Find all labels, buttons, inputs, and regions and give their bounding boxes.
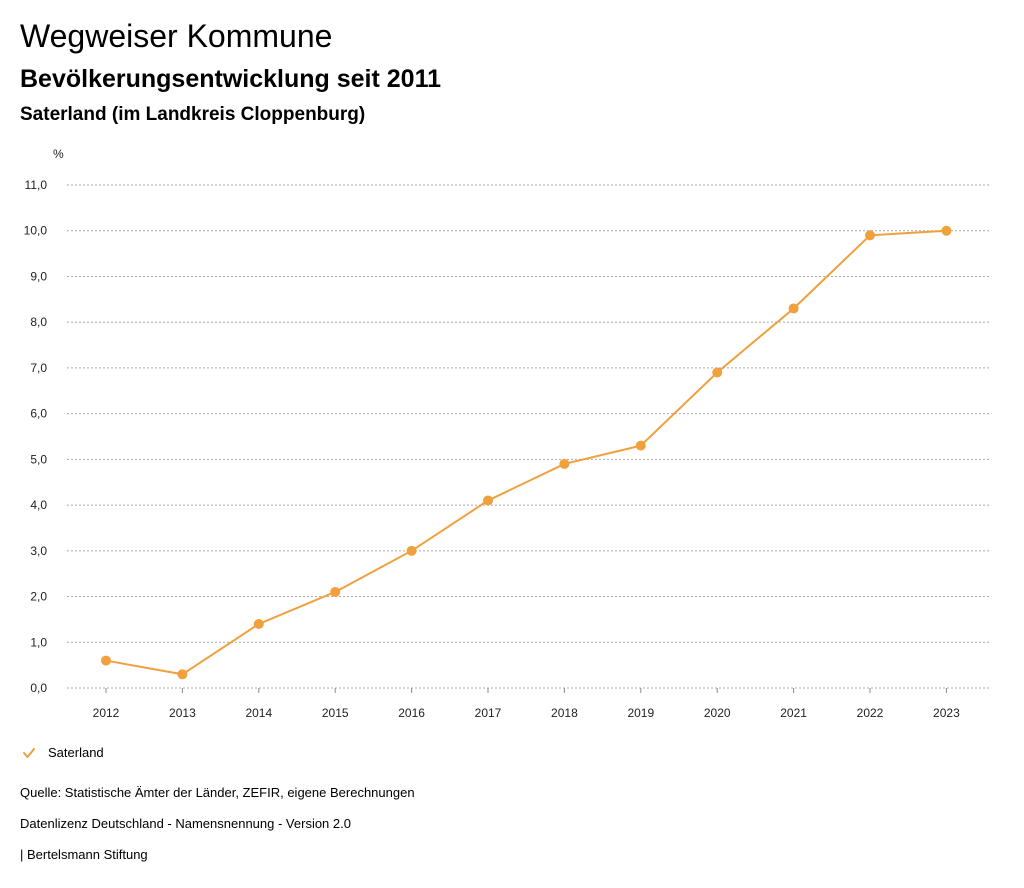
y-axis-ticks: 0,0 1,0 2,0 3,0 4,0 5,0 6,0 7,0 8,0 9,0 10,0 11,0 xyxy=(24,178,48,695)
x-tick-label: 2012 xyxy=(93,706,120,720)
data-point[interactable] xyxy=(712,367,723,378)
publisher-note: | Bertelsmann Stiftung xyxy=(20,847,148,862)
data-point[interactable] xyxy=(788,303,799,314)
data-point[interactable] xyxy=(483,495,493,506)
data-point[interactable] xyxy=(559,458,570,469)
chart-legend[interactable]: Saterland xyxy=(22,745,104,760)
x-tick-label: 2018 xyxy=(551,706,578,720)
x-tick-label: 2013 xyxy=(169,706,196,720)
data-point[interactable] xyxy=(941,225,952,236)
data-point[interactable] xyxy=(253,618,264,629)
data-point[interactable] xyxy=(635,440,646,451)
y-tick-label: 4,0 xyxy=(30,498,47,512)
y-tick-label: 6,0 xyxy=(30,407,47,421)
y-axis-unit-label: % xyxy=(53,147,64,161)
x-tick-label: 2019 xyxy=(627,706,654,720)
x-tick-label: 2022 xyxy=(857,706,884,720)
x-tick-label: 2015 xyxy=(322,706,349,720)
x-tick-label: 2017 xyxy=(475,706,502,720)
y-tick-label: 7,0 xyxy=(30,361,47,375)
data-point[interactable] xyxy=(865,230,875,241)
data-point[interactable] xyxy=(330,586,341,597)
y-tick-label: 1,0 xyxy=(30,635,47,649)
x-tick-label: 2020 xyxy=(704,706,731,720)
y-tick-label: 5,0 xyxy=(30,452,47,466)
check-icon xyxy=(23,747,35,758)
y-tick-label: 2,0 xyxy=(30,590,47,604)
y-tick-label: 0,0 xyxy=(30,681,47,695)
series-saterland xyxy=(101,225,952,680)
x-tick-label: 2021 xyxy=(780,706,807,720)
source-note: Quelle: Statistische Ämter der Länder, Z… xyxy=(20,785,415,800)
x-tick-label: 2016 xyxy=(398,706,425,720)
grid-lines xyxy=(67,184,990,689)
legend-label-saterland: Saterland xyxy=(48,745,104,760)
series-line xyxy=(105,229,947,676)
y-tick-label: 3,0 xyxy=(30,544,47,558)
region-label: Saterland (im Landkreis Cloppenburg) xyxy=(20,104,366,125)
y-tick-label: 10,0 xyxy=(24,224,48,238)
y-tick-label: 8,0 xyxy=(30,315,47,329)
y-tick-label: 9,0 xyxy=(30,269,47,283)
x-axis-ticks: 2012 2013 2014 2015 2016 2017 2018 2019 2020 2021… xyxy=(93,688,960,720)
line-chart: % 0,0 1,0 2,0 3,0 4,0 5,0 6,0 7,0 8,0 9,0 10,0 11,0… xyxy=(24,147,990,720)
license-note: Datenlizenz Deutschland - Namensnennung … xyxy=(20,816,351,831)
data-point[interactable] xyxy=(406,545,417,556)
chart-subtitle: Bevölkerungsentwicklung seit 2011 xyxy=(20,65,441,93)
data-point[interactable] xyxy=(101,655,111,666)
y-tick-label: 11,0 xyxy=(25,178,48,192)
x-tick-label: 2014 xyxy=(245,706,272,720)
page-title: Wegweiser Kommune xyxy=(20,18,333,54)
x-tick-label: 2023 xyxy=(933,706,960,720)
data-point[interactable] xyxy=(177,669,188,680)
